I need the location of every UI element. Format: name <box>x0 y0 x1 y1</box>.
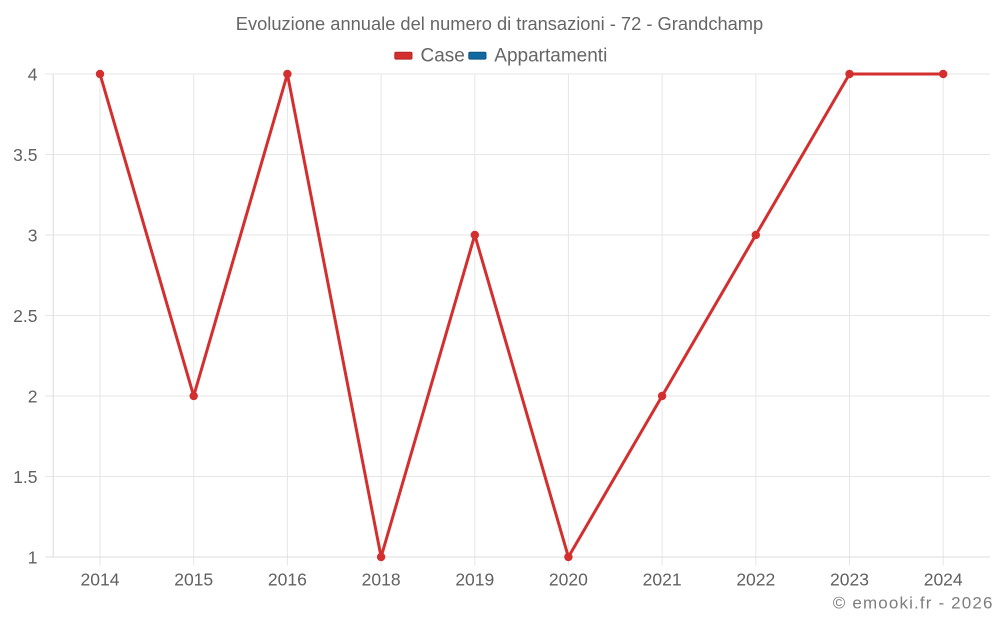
svg-text:2022: 2022 <box>736 570 775 590</box>
svg-text:Appartamenti: Appartamenti <box>494 46 607 67</box>
svg-text:2016: 2016 <box>268 570 307 590</box>
svg-text:2023: 2023 <box>830 570 869 590</box>
svg-text:2014: 2014 <box>81 570 120 590</box>
svg-text:© emooki.fr - 2026: © emooki.fr - 2026 <box>833 594 994 613</box>
svg-text:1.5: 1.5 <box>13 467 37 487</box>
svg-text:2.5: 2.5 <box>13 306 37 326</box>
svg-text:3.5: 3.5 <box>13 145 37 165</box>
svg-text:Case: Case <box>421 46 465 67</box>
svg-text:4: 4 <box>28 65 38 85</box>
svg-text:2015: 2015 <box>174 570 213 590</box>
svg-text:Evoluzione annuale del numero: Evoluzione annuale del numero di transaz… <box>236 13 763 34</box>
svg-text:2018: 2018 <box>362 570 401 590</box>
svg-text:3: 3 <box>28 226 38 246</box>
svg-text:2021: 2021 <box>643 570 682 590</box>
svg-text:2020: 2020 <box>549 570 588 590</box>
svg-text:2: 2 <box>28 387 38 407</box>
svg-text:1: 1 <box>28 548 38 568</box>
svg-text:2019: 2019 <box>455 570 494 590</box>
svg-text:2024: 2024 <box>924 570 963 590</box>
